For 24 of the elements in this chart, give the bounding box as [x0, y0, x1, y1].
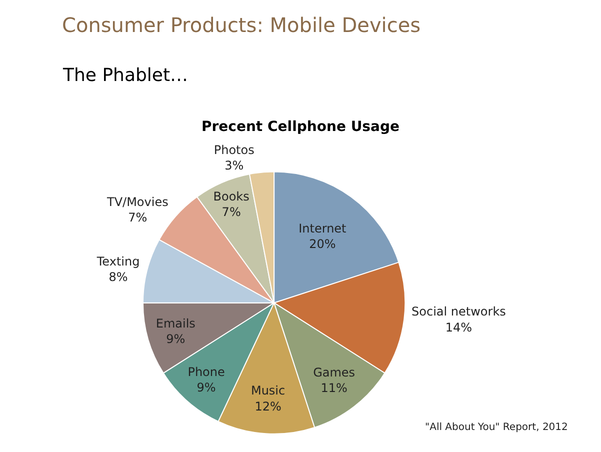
data-label: 7%	[222, 204, 241, 219]
slice-label: Internet	[298, 221, 347, 236]
slice-label: Emails	[156, 316, 196, 331]
slice-label: Texting	[96, 254, 140, 269]
slice-label: Photos	[214, 142, 254, 157]
slice-label: Music	[250, 384, 286, 398]
slice-label: Social networks	[412, 304, 506, 319]
data-label: 20%	[309, 236, 336, 251]
data-label: 9%	[166, 332, 186, 346]
slice-label: Books	[213, 189, 250, 204]
text: The Phablet…	[62, 65, 188, 86]
data-label: 12%	[254, 399, 282, 414]
data-label: 7%	[128, 210, 148, 224]
data-label: 11%	[320, 381, 348, 396]
slice-label: TV/Movies	[106, 194, 168, 209]
data-label: 8%	[108, 270, 128, 284]
data-label: 3%	[224, 158, 244, 172]
chart-title: Precent Cellphone Usage	[202, 119, 400, 136]
text: Consumer Products: Mobile Devices	[62, 13, 421, 37]
data-label: 9%	[196, 380, 216, 395]
text: "All About You" Report, 2012	[425, 422, 568, 433]
slice-label: Games	[313, 365, 356, 380]
data-label: 14%	[445, 320, 472, 334]
slice-label: Phone	[188, 364, 225, 379]
